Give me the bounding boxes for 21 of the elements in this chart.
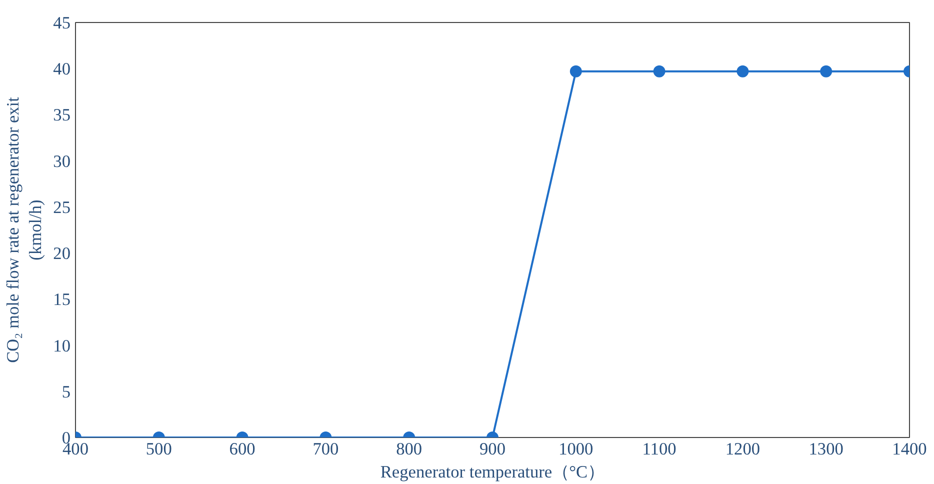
y-tick-label: 5 — [62, 382, 71, 402]
x-tick-label: 800 — [396, 440, 422, 458]
x-axis-title: Regenerator temperature（°C） — [380, 462, 605, 482]
x-tick-label: 1300 — [808, 440, 844, 458]
x-tick-label: 1200 — [725, 440, 760, 458]
y-tick-label: 15 — [53, 290, 70, 310]
x-tick-label: 1100 — [642, 440, 676, 458]
y-tick-label: 35 — [53, 106, 70, 125]
x-tick-label: 600 — [229, 440, 256, 458]
y-axis-title: CO₂ mole flow rate at regenerator exit (kmol/h) — [3, 96, 46, 363]
y-tick-label: 45 — [53, 14, 70, 32]
x-tick-label: 900 — [480, 440, 506, 458]
x-tick-label: 1000 — [558, 440, 594, 458]
y-tick-label: 30 — [53, 152, 70, 171]
x-tick-label: 700 — [312, 440, 339, 458]
x-tick-label: 1400 — [892, 440, 927, 458]
y-tick-label: 20 — [53, 244, 70, 264]
y-tick-label: 25 — [53, 198, 70, 217]
y-tick-label: 10 — [53, 336, 70, 356]
y-tick-label: 40 — [53, 60, 70, 79]
x-tick-label: 500 — [146, 440, 172, 458]
